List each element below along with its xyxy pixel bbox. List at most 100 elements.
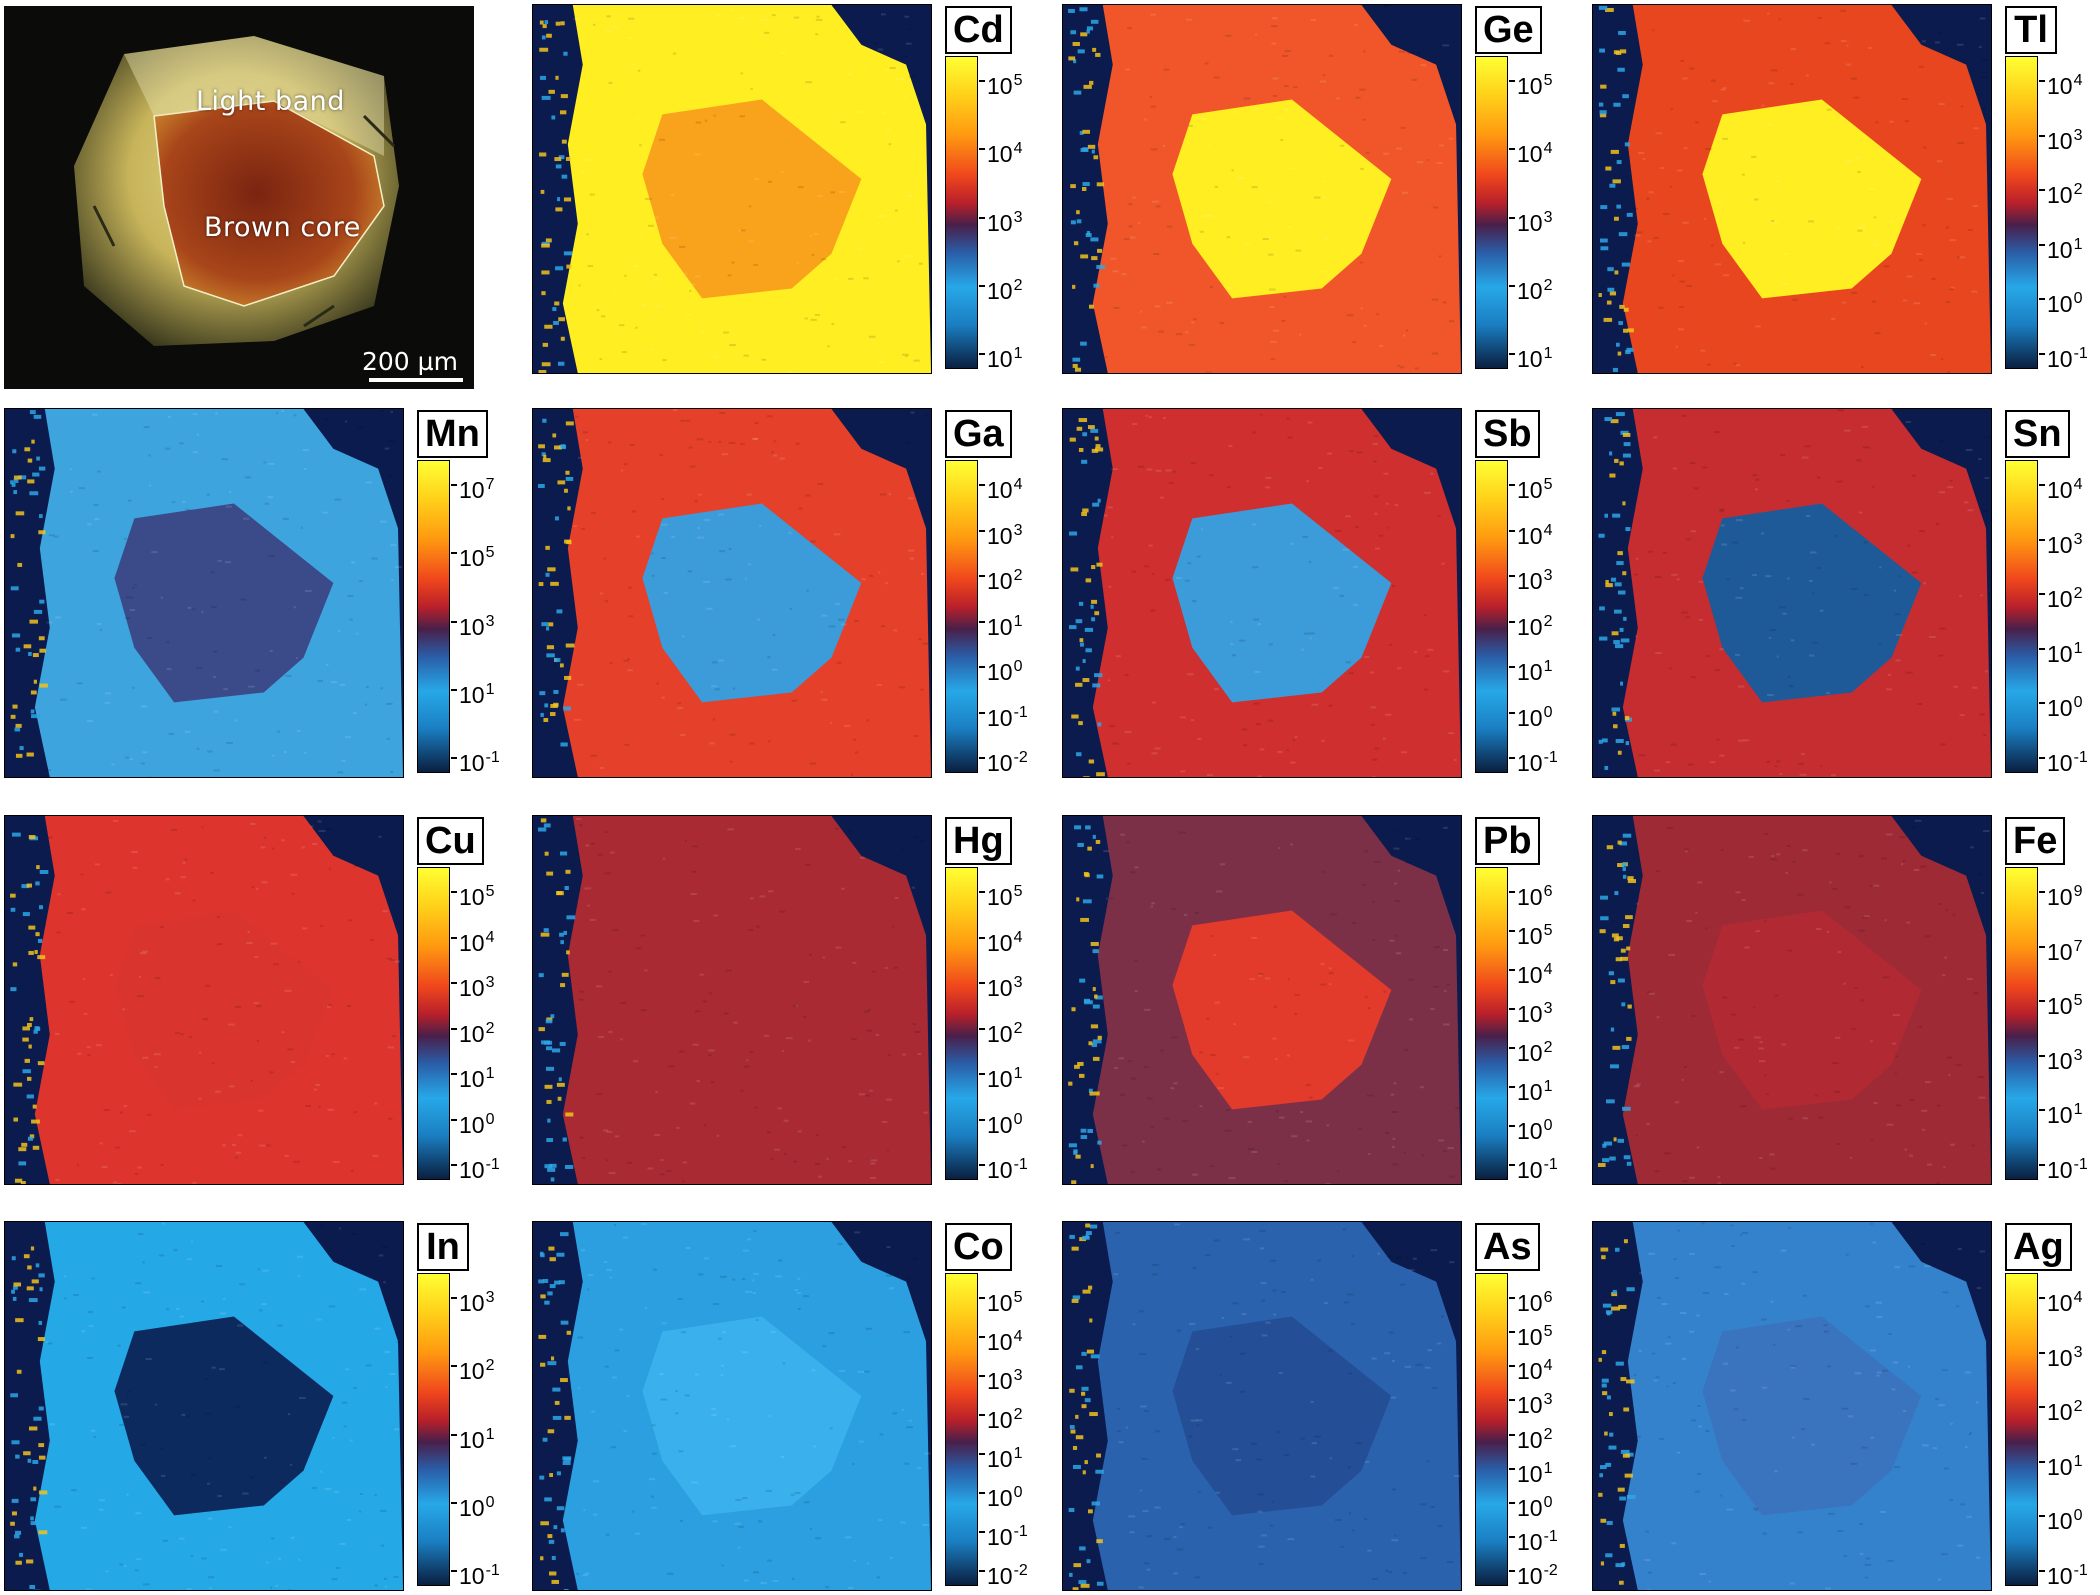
colorbar-tick: 103 — [451, 612, 495, 640]
map-sb — [1062, 408, 1462, 778]
colorbar-tick: 105 — [1509, 72, 1553, 99]
map-image-sb — [1063, 409, 1461, 777]
element-label-mn: Mn — [417, 410, 488, 458]
light-band-label: Light band — [196, 86, 345, 117]
map-image-fe — [1593, 816, 1991, 1184]
colorbar-tick: 102 — [1509, 1425, 1553, 1453]
map-fe — [1592, 815, 1992, 1185]
colorbar-tick: 100 — [451, 1110, 495, 1138]
colorbar-tick: 102 — [451, 1019, 495, 1047]
colorbar-tick: 101 — [1509, 1078, 1553, 1105]
colorbar-tick: 103 — [1509, 208, 1553, 236]
map-pb — [1062, 815, 1462, 1185]
colorbar-tick: 107 — [451, 476, 495, 503]
colorbar-ga — [945, 460, 978, 773]
map-image-mn — [5, 409, 403, 777]
colorbar-tick: 105 — [979, 1289, 1023, 1316]
colorbar-tick: 101 — [979, 1065, 1023, 1092]
colorbar-ag — [2005, 1273, 2038, 1586]
colorbar-tick: 102 — [979, 276, 1023, 304]
scale-bar-label: 200 µm — [362, 347, 458, 376]
colorbar-tick: 104 — [1509, 521, 1553, 549]
colorbar-tick: 10-1 — [979, 703, 1028, 731]
map-mn — [4, 408, 404, 778]
colorbar-tick: 103 — [2039, 530, 2083, 558]
element-label-co: Co — [945, 1223, 1012, 1271]
colorbar-tick: 101 — [2039, 639, 2083, 667]
element-label-cu: Cu — [417, 817, 484, 865]
colorbar-tick: 103 — [2039, 126, 2083, 154]
map-image-as — [1063, 1222, 1461, 1590]
colorbar-mn — [417, 460, 450, 773]
colorbar-as — [1475, 1273, 1508, 1586]
map-ga — [532, 408, 932, 778]
colorbar-tick: 10-2 — [979, 1562, 1028, 1589]
colorbar-tick: 10-2 — [1509, 1562, 1558, 1589]
colorbar-tick: 100 — [979, 1110, 1023, 1138]
colorbar-tick: 104 — [979, 476, 1023, 503]
colorbar-tick: 100 — [451, 1493, 495, 1521]
colorbar-tick: 101 — [979, 1445, 1023, 1472]
element-label-ag: Ag — [2005, 1223, 2072, 1271]
map-in — [4, 1221, 404, 1591]
colorbar-tick: 10-1 — [2039, 1156, 2088, 1183]
colorbar-tick: 103 — [979, 521, 1023, 549]
map-ag — [1592, 1221, 1992, 1591]
colorbar-tick: 104 — [1509, 961, 1553, 988]
colorbar-co — [945, 1273, 978, 1586]
element-label-ga: Ga — [945, 410, 1012, 458]
colorbar-sn — [2005, 460, 2038, 773]
map-cd — [532, 4, 932, 374]
colorbar-tick: 10-1 — [451, 1562, 500, 1589]
scale-bar — [369, 378, 463, 382]
colorbar-tick: 10-1 — [2039, 1562, 2088, 1589]
colorbar-tick: 100 — [2039, 694, 2083, 722]
map-sn — [1592, 408, 1992, 778]
colorbar-tick: 103 — [2039, 1343, 2083, 1371]
colorbar-tick: 101 — [979, 345, 1023, 372]
colorbar-tick: 105 — [979, 72, 1023, 99]
colorbar-tick: 101 — [2039, 1101, 2083, 1129]
colorbar-tick: 10-1 — [1509, 1527, 1558, 1555]
colorbar-tick: 104 — [1509, 140, 1553, 168]
colorbar-tick: 101 — [451, 1425, 495, 1453]
colorbar-tick: 100 — [2039, 1507, 2083, 1535]
colorbar-tick: 103 — [1509, 1000, 1553, 1027]
colorbar-tick: 104 — [1509, 1357, 1553, 1385]
colorbar-tick: 10-2 — [979, 749, 1028, 776]
element-label-ge: Ge — [1475, 6, 1542, 54]
colorbar-tick: 107 — [2039, 937, 2083, 965]
element-label-hg: Hg — [945, 817, 1012, 865]
map-image-in — [5, 1222, 403, 1590]
map-ge — [1062, 4, 1462, 374]
micrograph-image — [4, 6, 474, 389]
colorbar-tick: 100 — [979, 1484, 1023, 1511]
element-label-sb: Sb — [1475, 410, 1540, 458]
colorbar-tick: 103 — [451, 974, 495, 1001]
colorbar-tick: 103 — [979, 974, 1023, 1001]
colorbar-sb — [1475, 460, 1508, 773]
colorbar-tick: 104 — [979, 928, 1023, 956]
element-label-cd: Cd — [945, 6, 1012, 54]
colorbar-tick: 102 — [979, 1406, 1023, 1433]
map-image-tl — [1593, 5, 1991, 373]
map-cu — [4, 815, 404, 1185]
colorbar-tick: 100 — [979, 658, 1023, 685]
element-label-pb: Pb — [1475, 817, 1540, 865]
map-image-co — [533, 1222, 931, 1590]
map-tl — [1592, 4, 1992, 374]
colorbar-tick: 103 — [979, 208, 1023, 236]
colorbar-tick: 102 — [451, 1357, 495, 1385]
colorbar-tick: 103 — [979, 1367, 1023, 1394]
colorbar-tick: 104 — [979, 1328, 1023, 1355]
map-image-cd — [533, 5, 931, 373]
element-label-as: As — [1475, 1223, 1540, 1271]
colorbar-tick: 10-1 — [2039, 749, 2088, 776]
colorbar-tick: 105 — [1509, 1323, 1553, 1351]
map-image-sn — [1593, 409, 1991, 777]
colorbar-tick: 100 — [1509, 1493, 1553, 1521]
colorbar-tick: 105 — [1509, 476, 1553, 503]
colorbar-tick: 104 — [451, 928, 495, 956]
map-image-ga — [533, 409, 931, 777]
